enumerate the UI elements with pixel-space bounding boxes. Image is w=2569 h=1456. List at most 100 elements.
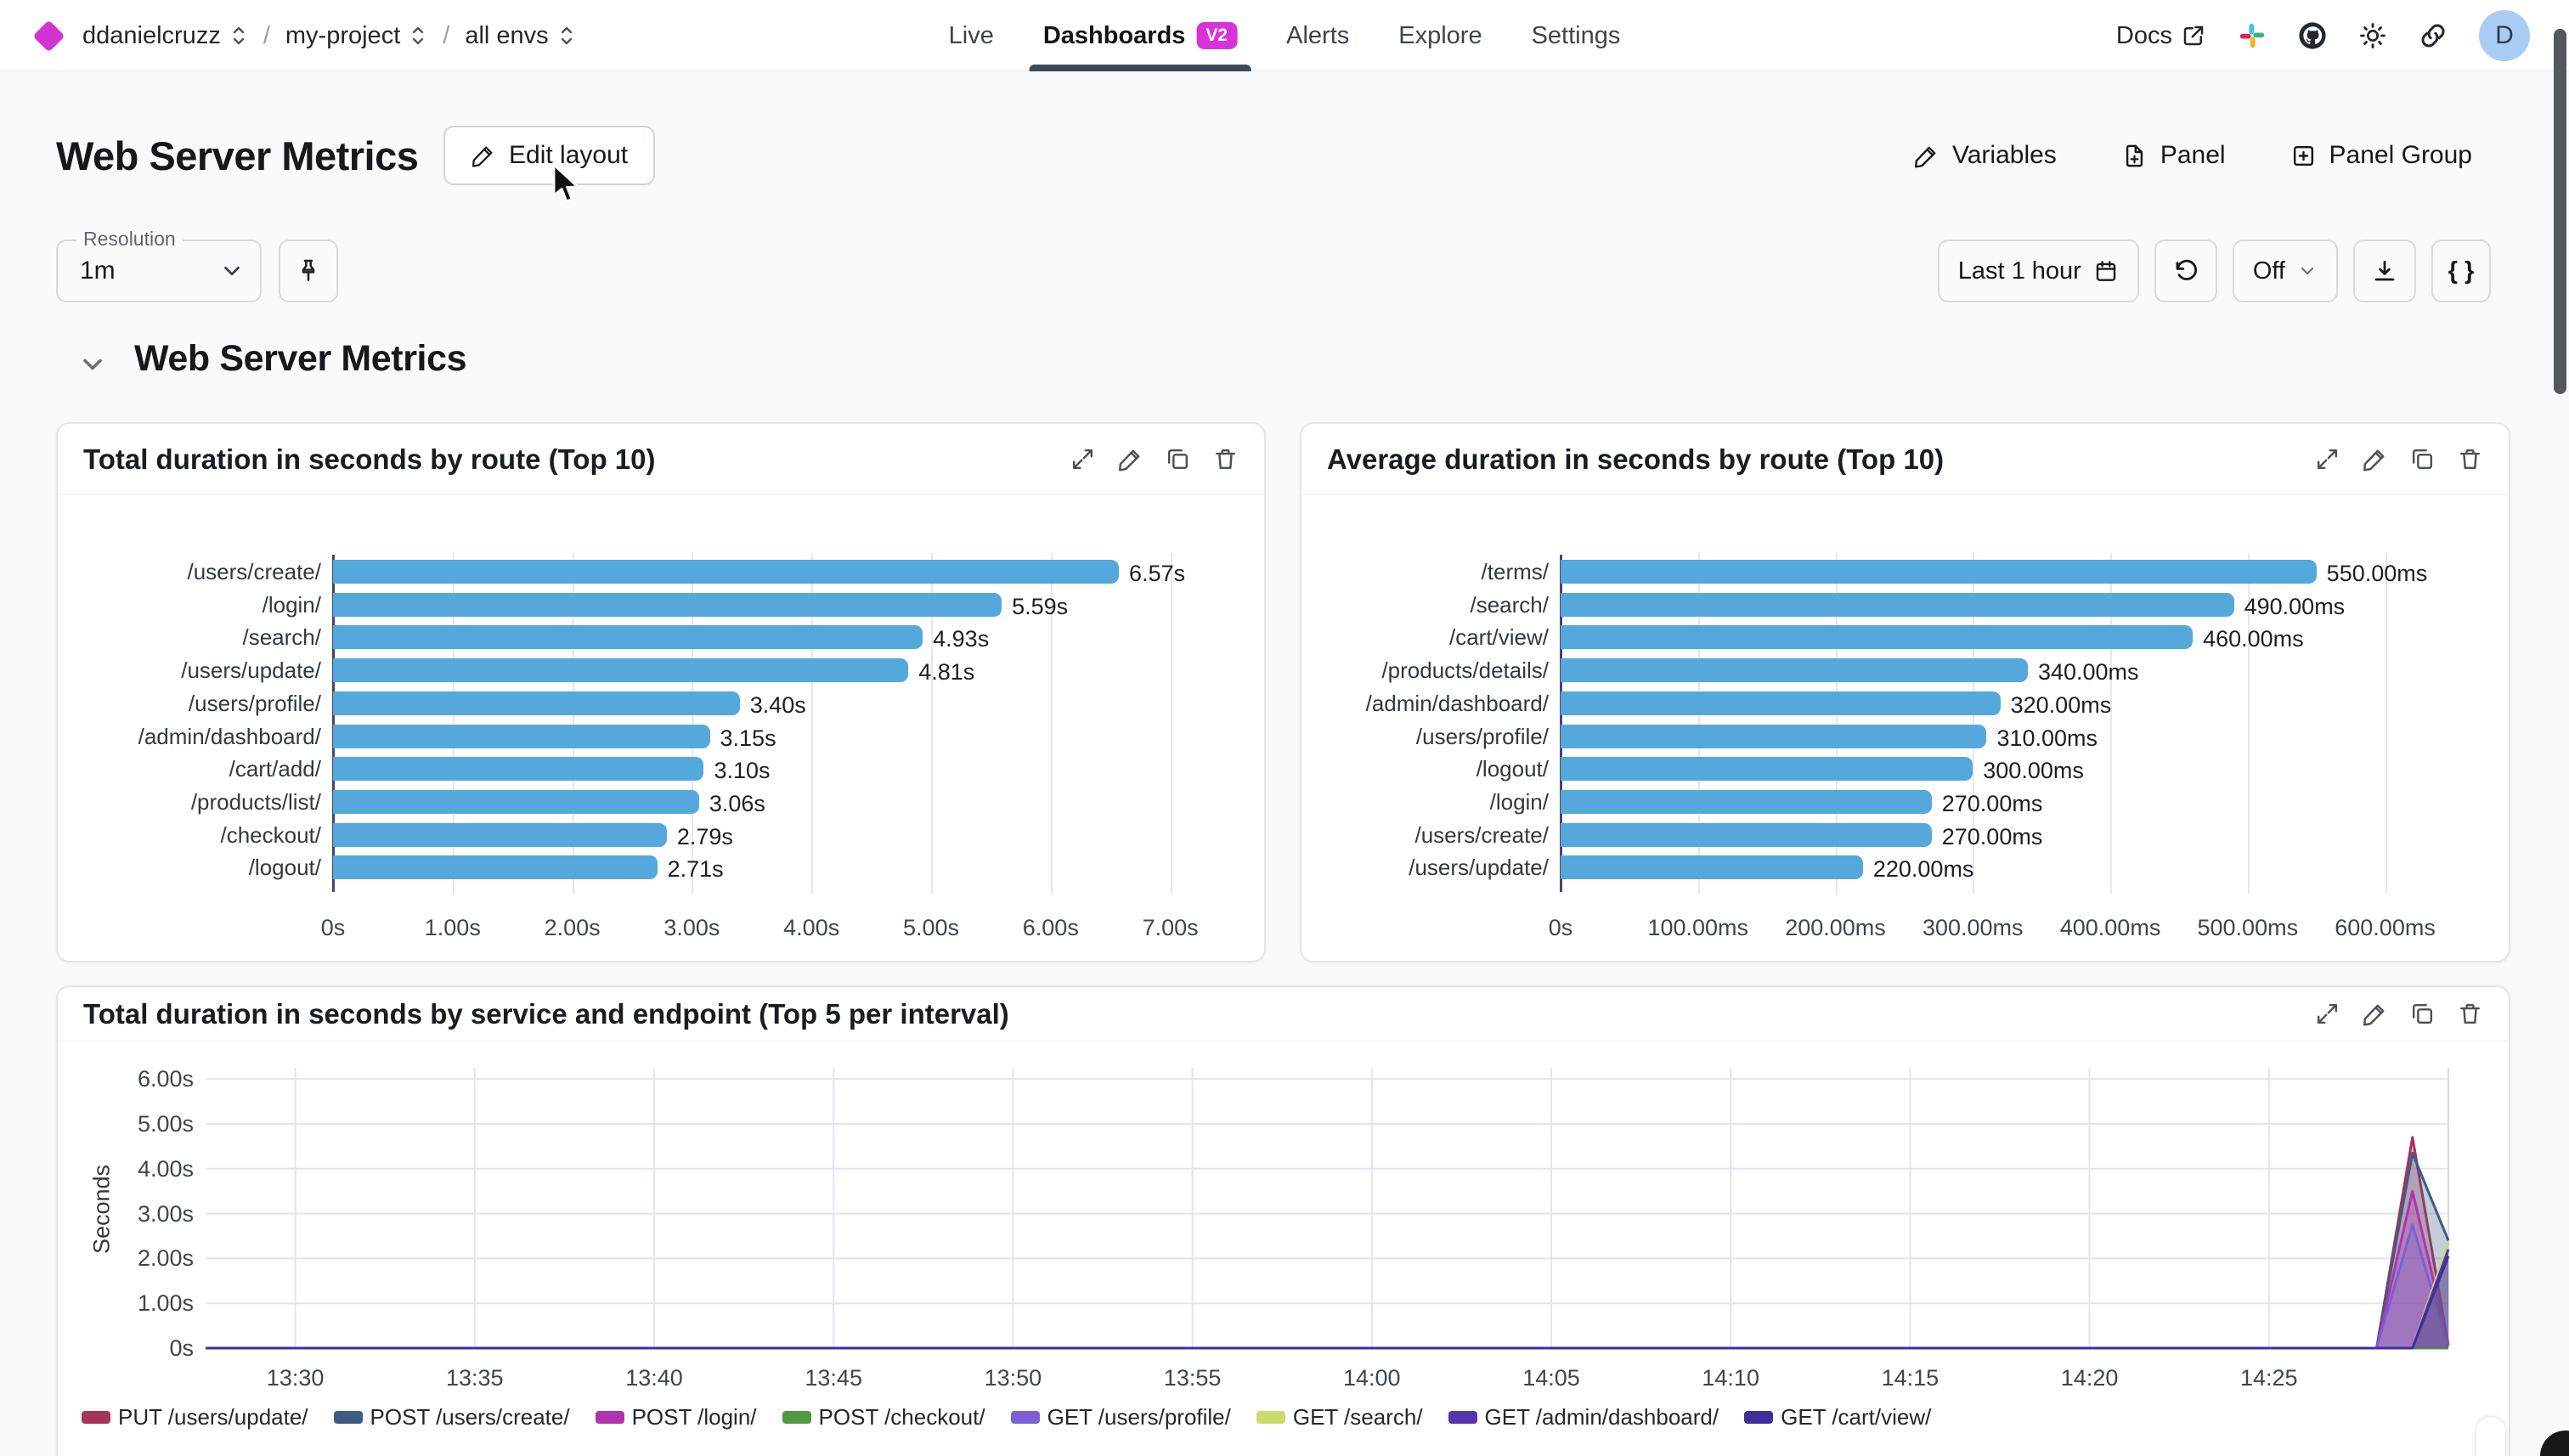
bar[interactable] [1561, 822, 1932, 847]
legend-label: POST /users/create/ [370, 1404, 570, 1430]
bar-value-label: 4.93s [933, 626, 990, 652]
nav-tab-live-label: Live [948, 21, 994, 49]
legend-item[interactable]: PUT /users/update/ [82, 1404, 308, 1431]
legend-item[interactable]: GET /search/ [1256, 1404, 1423, 1431]
panel-total-duration-by-route: Total duration in seconds by route (Top … [56, 422, 1266, 962]
app-logo-diamond-icon[interactable] [32, 19, 65, 53]
chevron-down-icon [2301, 267, 2314, 275]
series-line [206, 1223, 2450, 1350]
bar[interactable] [333, 855, 658, 880]
bar[interactable] [333, 724, 710, 748]
legend-item[interactable]: POST /users/create/ [333, 1404, 570, 1431]
legend-item[interactable]: GET /users/profile/ [1010, 1404, 1231, 1431]
legend-item[interactable]: POST /checkout/ [782, 1404, 985, 1431]
breadcrumb-separator: / [443, 21, 450, 49]
chart-legend: PUT /users/update/POST /users/create/POS… [82, 1404, 1931, 1431]
nav-tab-dashboards[interactable]: Dashboards V2 [1029, 0, 1251, 71]
bar-chart[interactable]: 0s 100.00ms 200.00ms 300.00ms 400.00ms 500.00… [1327, 509, 2483, 949]
series-line [206, 1151, 2450, 1350]
category-label: /cart/add/ [229, 756, 321, 782]
nav-tab-live[interactable]: Live [949, 0, 994, 71]
breadcrumb-org[interactable]: ddanielcruzz [82, 22, 248, 50]
share-link-icon[interactable] [2419, 21, 2448, 50]
page-scrollbar-thumb[interactable] [2554, 29, 2566, 394]
category-label: /users/create/ [1414, 821, 1549, 848]
pencil-icon[interactable] [1117, 446, 1143, 472]
pencil-icon[interactable] [2362, 446, 2388, 472]
bar[interactable] [1561, 757, 1973, 782]
legend-label: GET /admin/dashboard/ [1484, 1404, 1719, 1430]
gridline [2247, 553, 2250, 894]
bar[interactable] [333, 822, 667, 847]
legend-item[interactable]: GET /admin/dashboard/ [1448, 1404, 1719, 1431]
bar[interactable] [1561, 625, 2194, 650]
copy-icon[interactable] [2409, 1001, 2436, 1027]
download-button[interactable] [2353, 240, 2416, 302]
bar-value-label: 340.00ms [2037, 659, 2139, 686]
nav-tab-explore[interactable]: Explore [1398, 0, 1482, 71]
bar[interactable] [1561, 658, 2028, 683]
bar[interactable] [333, 625, 923, 650]
bar[interactable] [333, 789, 699, 814]
section-collapse-button[interactable] [73, 345, 112, 384]
x-axis-tick: 7.00s [1142, 915, 1199, 940]
trash-icon[interactable] [2457, 1001, 2483, 1027]
breadcrumb-project[interactable]: my-project [285, 22, 427, 50]
expand-icon[interactable] [2314, 446, 2340, 472]
bar[interactable] [1561, 560, 2317, 584]
resolution-select[interactable]: Resolution 1m [56, 228, 262, 302]
legend-item[interactable]: GET /cart/view/ [1744, 1404, 1931, 1431]
resolution-value: 1m [80, 257, 116, 285]
theme-toggle-sun-icon[interactable] [2358, 21, 2387, 50]
copy-icon[interactable] [2409, 446, 2436, 472]
category-label: /products/list/ [190, 788, 321, 815]
gridline [931, 553, 933, 894]
github-icon[interactable] [2298, 21, 2327, 50]
pencil-icon[interactable] [2362, 1001, 2388, 1027]
nav-tab-settings[interactable]: Settings [1532, 0, 1621, 71]
slack-icon[interactable] [2238, 21, 2267, 50]
bar[interactable] [1561, 592, 2234, 617]
copy-icon[interactable] [1165, 446, 1191, 472]
pin-resolution-button[interactable] [279, 240, 338, 302]
bar[interactable] [333, 757, 704, 782]
auto-refresh-select[interactable]: Off [2232, 240, 2338, 302]
bar[interactable] [333, 592, 1002, 617]
timeseries-chart[interactable]: Seconds 0s 1.00s 2.00s 3.00s 4.00s 5.00s 6.00s 1… [58, 1041, 2509, 1456]
gridline [1835, 553, 1838, 894]
bar[interactable] [1561, 855, 1863, 880]
docs-link[interactable]: Docs [2116, 22, 2206, 50]
refresh-button[interactable] [2154, 240, 2217, 302]
x-axis-tick: 14:25 [2240, 1365, 2298, 1391]
bar-value-label: 490.00ms [2244, 593, 2346, 619]
add-panel-group-button[interactable]: Panel Group [2290, 141, 2472, 170]
external-link-icon [2183, 25, 2204, 46]
y-axis-tick: 5.00s [137, 1111, 194, 1137]
add-panel-button[interactable]: Panel [2121, 141, 2226, 170]
bar[interactable] [333, 560, 1120, 584]
trash-icon[interactable] [1212, 446, 1239, 472]
json-braces-button[interactable]: { } [2431, 240, 2491, 302]
x-axis-tick: 13:50 [984, 1365, 1042, 1391]
nav-tab-alerts[interactable]: Alerts [1286, 0, 1349, 71]
bar[interactable] [1561, 789, 1932, 814]
trash-icon[interactable] [2457, 446, 2483, 472]
user-avatar[interactable]: D [2479, 10, 2530, 61]
expand-icon[interactable] [2314, 1001, 2340, 1027]
bar-chart[interactable]: 0s 1.00s 2.00s 3.00s 4.00s 5.00s 6.00s 7.00s/us… [83, 509, 1239, 949]
expand-icon[interactable] [1070, 446, 1096, 472]
scroll-indicator-pill[interactable] [2476, 1417, 2505, 1456]
legend-item[interactable]: POST /login/ [595, 1404, 757, 1431]
bar[interactable] [1561, 724, 1987, 748]
category-label: /admin/dashboard/ [138, 723, 321, 749]
bar-value-label: 5.59s [1012, 593, 1069, 619]
edit-layout-button[interactable]: Edit layout [443, 126, 656, 185]
variables-button[interactable]: Variables [1913, 141, 2057, 170]
bar[interactable] [333, 658, 909, 683]
time-range-button[interactable]: Last 1 hour [1937, 240, 2139, 302]
bar-value-label: 3.40s [749, 691, 806, 718]
bar[interactable] [1561, 691, 2001, 715]
breadcrumb-env[interactable]: all envs [465, 22, 575, 50]
x-axis-tick: 100.00ms [1647, 915, 1749, 940]
bar[interactable] [333, 691, 740, 715]
